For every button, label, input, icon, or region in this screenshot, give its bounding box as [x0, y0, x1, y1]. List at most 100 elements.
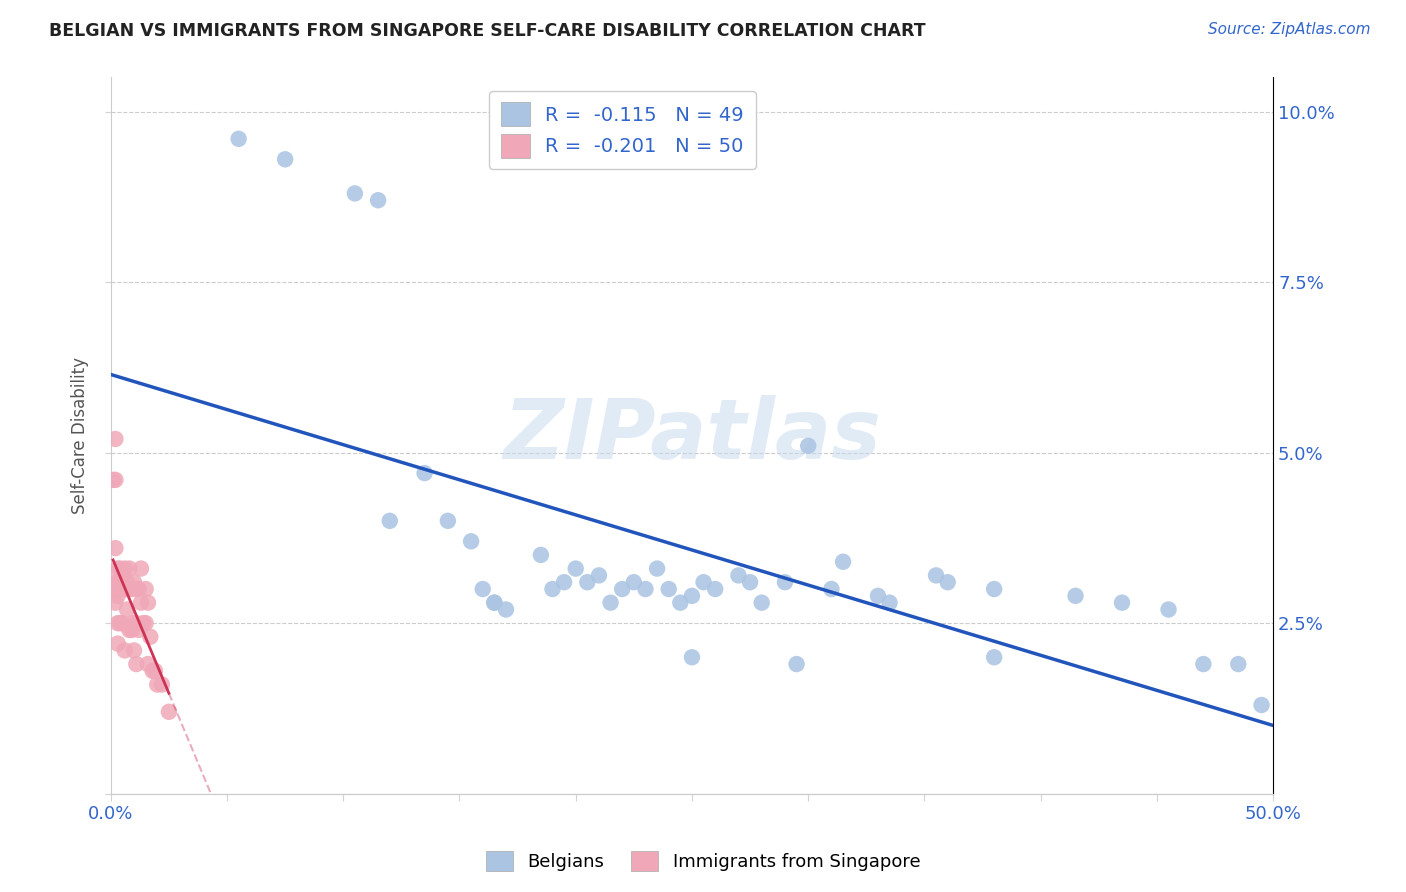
Point [1227, 657, 1250, 671]
Point [115, 575, 138, 590]
Point [125, 616, 148, 631]
Point [108, 616, 131, 631]
Point [1250, 698, 1272, 712]
Point [471, 582, 494, 596]
Point [104, 473, 127, 487]
Point [135, 582, 157, 596]
Point [495, 602, 517, 616]
Point [107, 637, 129, 651]
Point [925, 568, 948, 582]
Point [773, 575, 796, 590]
Point [118, 561, 141, 575]
Point [132, 616, 155, 631]
Point [129, 561, 152, 575]
Point [681, 650, 703, 665]
Point [413, 466, 436, 480]
Point [378, 514, 401, 528]
Point [866, 589, 889, 603]
Point [108, 575, 131, 590]
Point [751, 596, 773, 610]
Legend: Belgians, Immigrants from Singapore: Belgians, Immigrants from Singapore [478, 844, 928, 879]
Point [128, 582, 150, 596]
Point [1111, 596, 1133, 610]
Point [588, 568, 610, 582]
Point [437, 514, 460, 528]
Point [107, 561, 129, 575]
Point [704, 582, 727, 596]
Point [634, 582, 657, 596]
Point [343, 186, 366, 201]
Point [612, 582, 634, 596]
Point [104, 541, 127, 555]
Point [681, 589, 703, 603]
Point [1064, 589, 1087, 603]
Point [727, 568, 749, 582]
Point [111, 582, 134, 596]
Point [658, 582, 681, 596]
Point [553, 575, 575, 590]
Point [101, 473, 124, 487]
Point [121, 582, 143, 596]
Point [150, 677, 173, 691]
Point [108, 582, 131, 596]
Point [114, 561, 136, 575]
Point [832, 555, 855, 569]
Text: Source: ZipAtlas.com: Source: ZipAtlas.com [1208, 22, 1371, 37]
Point [142, 664, 165, 678]
Point [136, 657, 159, 671]
Point [645, 561, 668, 575]
Point [115, 602, 138, 616]
Point [122, 575, 145, 590]
Point [128, 623, 150, 637]
Y-axis label: Self-Care Disability: Self-Care Disability [72, 357, 89, 514]
Point [228, 132, 250, 146]
Point [576, 575, 599, 590]
Point [125, 657, 148, 671]
Point [104, 432, 127, 446]
Point [1192, 657, 1215, 671]
Point [139, 630, 162, 644]
Text: ZIPatlas: ZIPatlas [503, 395, 882, 476]
Point [143, 664, 166, 678]
Point [738, 575, 761, 590]
Point [669, 596, 692, 610]
Point [564, 561, 586, 575]
Point [111, 616, 134, 631]
Point [118, 623, 141, 637]
Point [484, 596, 506, 610]
Point [136, 596, 159, 610]
Point [157, 705, 180, 719]
Point [983, 582, 1005, 596]
Point [786, 657, 808, 671]
Point [101, 582, 124, 596]
Point [118, 582, 141, 596]
Point [936, 575, 959, 590]
Point [107, 616, 129, 631]
Point [530, 548, 553, 562]
Text: BELGIAN VS IMMIGRANTS FROM SINGAPORE SELF-CARE DISABILITY CORRELATION CHART: BELGIAN VS IMMIGRANTS FROM SINGAPORE SEL… [49, 22, 925, 40]
Point [983, 650, 1005, 665]
Point [692, 575, 714, 590]
Point [460, 534, 482, 549]
Point [797, 439, 820, 453]
Point [484, 596, 506, 610]
Point [104, 575, 127, 590]
Point [122, 616, 145, 631]
Point [129, 596, 152, 610]
Point [146, 677, 169, 691]
Point [114, 643, 136, 657]
Point [879, 596, 901, 610]
Point [820, 582, 842, 596]
Point [125, 582, 148, 596]
Point [135, 616, 157, 631]
Point [599, 596, 621, 610]
Point [367, 193, 389, 207]
Point [111, 568, 134, 582]
Point [1157, 602, 1180, 616]
Point [108, 561, 131, 575]
Point [122, 643, 145, 657]
Point [107, 575, 129, 590]
Point [623, 575, 645, 590]
Point [274, 153, 297, 167]
Point [107, 589, 129, 603]
